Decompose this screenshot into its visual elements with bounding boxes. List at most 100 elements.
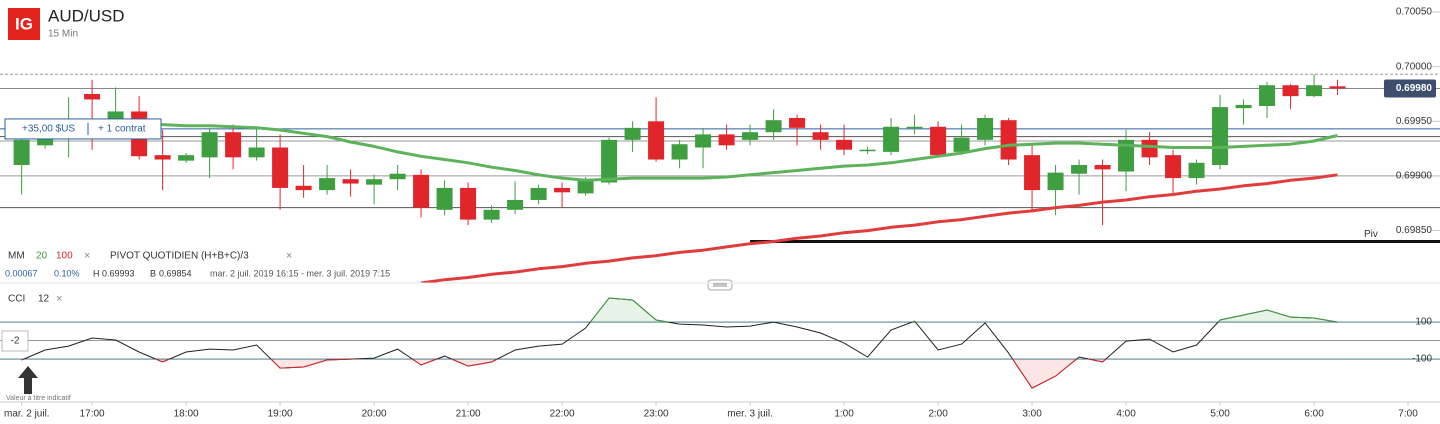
pane-resize-handle[interactable] [707,279,733,291]
candle-body [1282,85,1299,97]
indicative-arrow [18,366,38,394]
candle-body [436,187,453,210]
candle-body [507,199,524,210]
candle-body [859,149,876,152]
candle-body [812,132,829,140]
x-tick-label: 20:00 [362,409,387,420]
candle-body [577,180,594,194]
chart-title: AUD/USD [48,6,125,25]
x-tick-label: 19:00 [268,409,293,420]
position-pnl: +35,00 $US [22,124,75,135]
candle-body [13,139,30,165]
x-tick-label: 18:00 [174,409,199,420]
y-tick-label: 0.69900 [1396,171,1433,182]
candle-body [1212,107,1229,165]
high-label: H [93,268,100,278]
cci-line [21,297,1338,389]
close-icon[interactable]: × [286,250,292,262]
candle-body [225,132,242,158]
change-pct: 0.10% [54,268,80,278]
legend-label: MM [8,251,25,262]
x-tick-label: 23:00 [644,409,669,420]
legend-entry: 20 [36,251,48,262]
x-tick-label: 5:00 [1210,409,1230,420]
candle-body [342,179,359,184]
y-tick-label: 0.70000 [1396,61,1433,72]
candle-body [765,120,782,133]
candle-body [1165,155,1182,179]
candle-body [554,187,571,193]
last-price-label: 0.69980 [1396,83,1433,94]
candle-body [648,121,665,160]
x-tick-label: 3:00 [1022,409,1042,420]
x-tick-label: 21:00 [456,409,481,420]
candle-body [1235,104,1252,109]
legend-entry: 12 [38,294,50,305]
candle-body [460,187,477,220]
legend: MM 20 100 × PIVOT QUOTIDIEN (H+B+C)/3 × … [5,250,390,305]
main-plot [0,73,1440,283]
candle-body [836,139,853,150]
candle-body [1024,155,1041,191]
candle-body [1188,162,1205,179]
period: mar. 2 juil. 2019 16:15 - mer. 3 juil. 2… [210,268,390,278]
candle-body [953,137,970,152]
x-tick-label: 2:00 [928,409,948,420]
cci-current-box [1,330,29,352]
candle-body [295,185,312,191]
cci-overbought-area [590,298,1338,323]
candle-body [107,111,124,121]
change: 0.00067 [5,268,38,278]
candle-body [201,132,218,158]
low-value: 0.69854 [159,268,192,278]
candle-body [483,209,500,220]
position-box [4,118,162,140]
candle-body [1094,164,1111,170]
candle-body [178,155,195,161]
candle-body [37,137,54,146]
candle-body [1306,85,1323,97]
candle-body [272,147,289,188]
legend-entry: 100 [56,251,73,262]
candle-body [906,126,923,129]
cci-current-value: -2 [11,336,20,347]
candle-body [1047,172,1064,191]
legend-label: CCI [8,294,25,305]
candle-body [84,93,101,100]
x-tick-label: 6:00 [1304,409,1324,420]
close-icon[interactable]: × [56,293,62,305]
indicative-note: Valeur à titre indicatif [6,395,71,402]
low-label: B [150,268,156,278]
moving-average [139,123,1338,182]
logo-text: IG [15,14,33,33]
cci-line-overbought [589,297,1338,323]
candle-body [1259,85,1276,106]
candle-body [930,126,947,156]
x-tick-label: 1:00 [834,409,854,420]
close-icon[interactable]: × [84,250,90,262]
x-tick-label: mar. 2 juil. [4,409,50,420]
candle-body [413,174,430,208]
candle-body [977,118,994,140]
candle-body [1000,120,1017,160]
cci-oversold-area [21,359,1338,389]
chart-subtitle: 15 Min [48,29,78,40]
y-tick-label: 100 [1415,317,1432,328]
x-tick-label: mer. 3 juil. [727,409,773,420]
candle-body [718,134,735,146]
high-value: 0.69993 [102,268,135,278]
candle-body [1118,139,1135,172]
legend-entry: PIVOT QUOTIDIEN (H+B+C)/3 [110,251,249,262]
y-tick-label: -100 [1412,354,1432,365]
candle-body [789,118,806,128]
candle-body [1141,139,1158,158]
candle-body [624,127,641,140]
x-tick-label: 4:00 [1116,409,1136,420]
candle-body [695,134,712,148]
candle-body [742,132,759,140]
x-tick-label: 22:00 [550,409,575,420]
position-size: + 1 contrat [98,124,146,135]
pivot-label: Piv [1364,229,1378,240]
